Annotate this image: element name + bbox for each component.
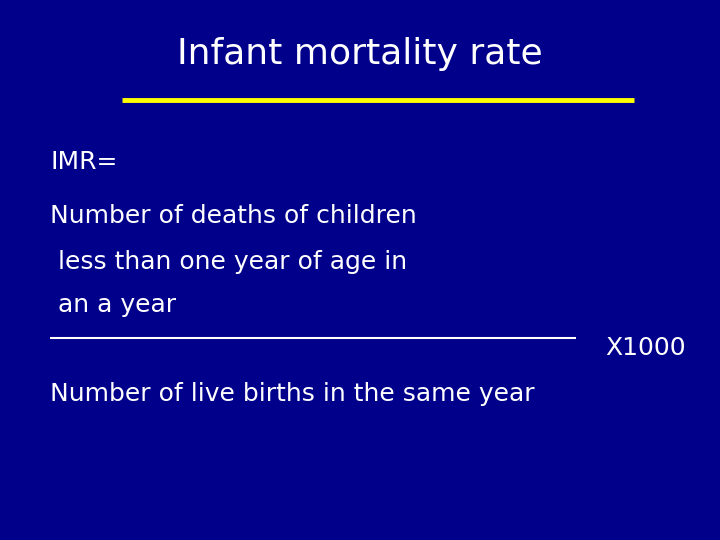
Text: IMR=: IMR=: [50, 150, 118, 174]
Text: Number of live births in the same year: Number of live births in the same year: [50, 382, 535, 406]
Text: X1000: X1000: [605, 336, 685, 360]
Text: an a year: an a year: [50, 293, 176, 317]
Text: Number of deaths of children: Number of deaths of children: [50, 204, 417, 228]
Text: Infant mortality rate: Infant mortality rate: [177, 37, 543, 71]
Text: less than one year of age in: less than one year of age in: [50, 250, 408, 274]
